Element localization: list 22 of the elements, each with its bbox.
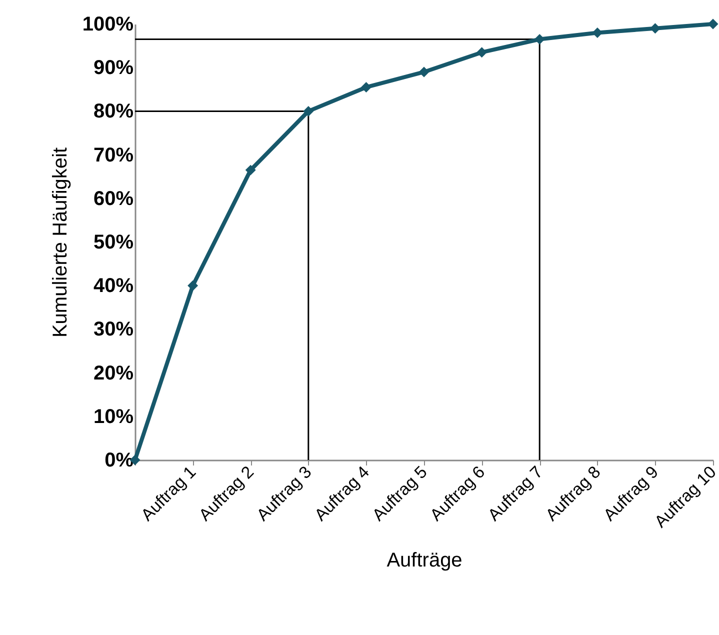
y-tick-label: 80% [93, 100, 134, 123]
y-tick-label: 40% [93, 275, 134, 298]
y-tick-label: 70% [93, 144, 134, 166]
point [303, 106, 314, 116]
point [476, 47, 488, 58]
y-tick-label: 50% [93, 232, 134, 254]
point [245, 164, 256, 176]
point [360, 82, 372, 92]
point [418, 66, 430, 78]
y-tick-label: 10% [93, 406, 134, 428]
point [188, 280, 198, 291]
y-tick-label: 20% [93, 362, 134, 384]
y-tick-label: 100% [82, 14, 134, 36]
y-tick-label: 30% [93, 318, 134, 341]
y-tick-label: 60% [93, 188, 134, 210]
x-axis-title: Aufträge [386, 550, 462, 572]
point [708, 18, 718, 30]
point [650, 23, 660, 34]
y-tick-label: 90% [93, 57, 134, 80]
point [534, 34, 545, 45]
y-axis-title: Kumulierte Häufigkeit [49, 147, 72, 338]
y-tick-label: 0% [104, 450, 134, 472]
